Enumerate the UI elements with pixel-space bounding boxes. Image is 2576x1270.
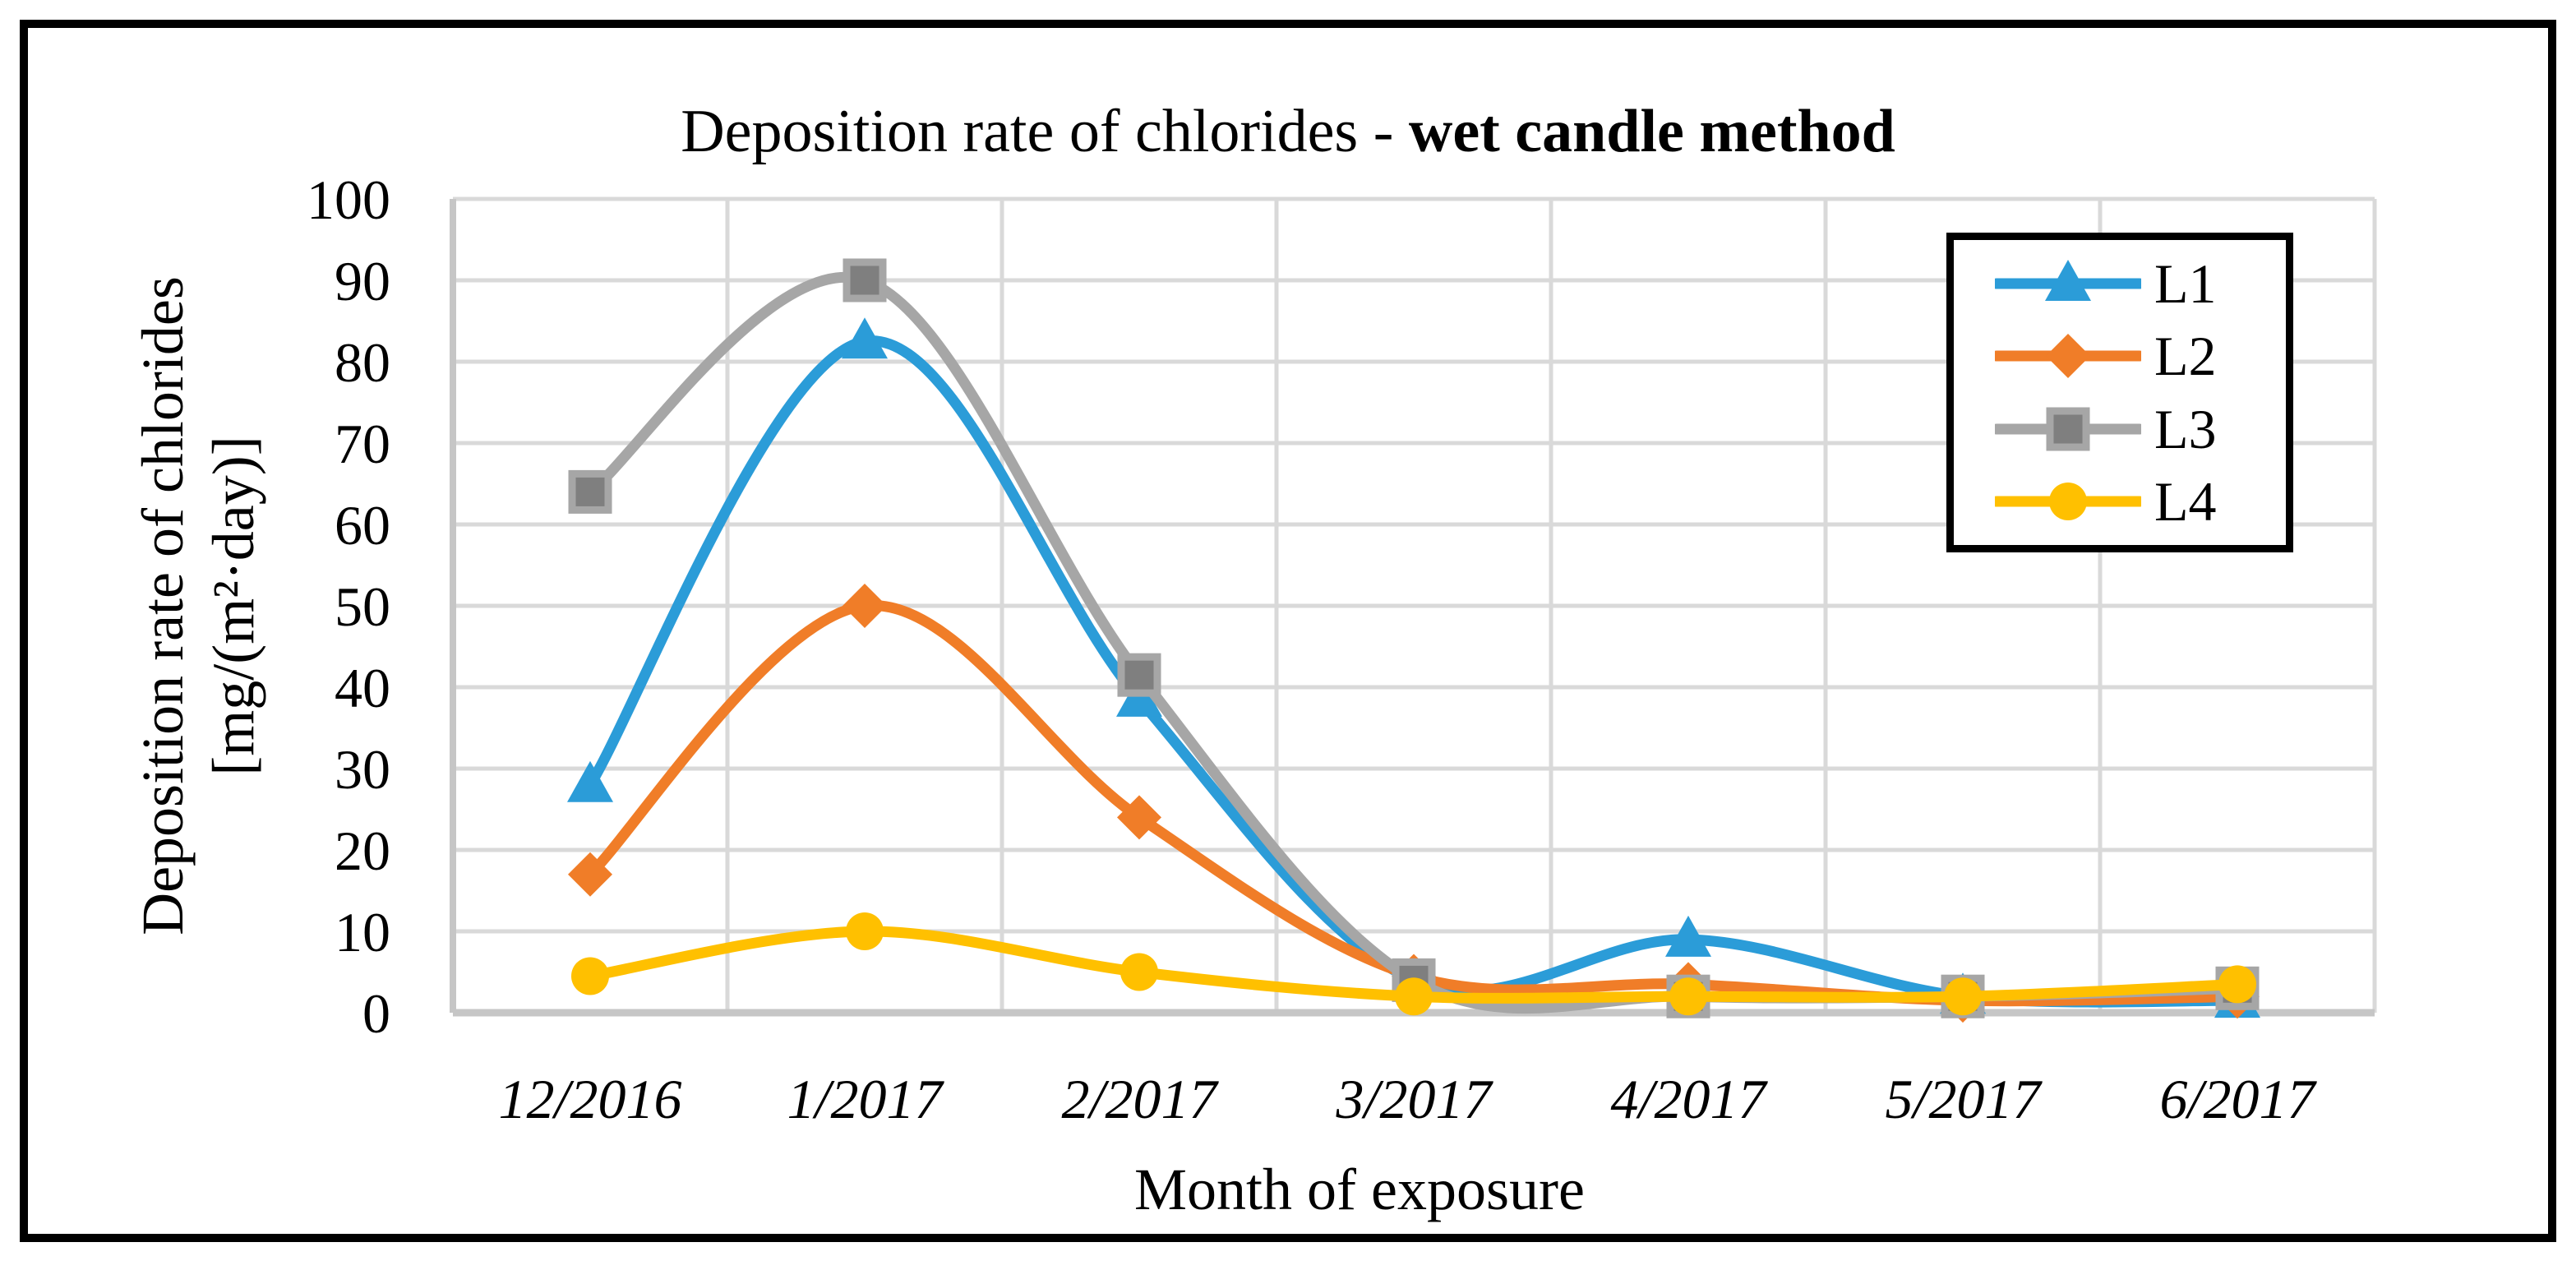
- x-tick-label: 6/2017: [2160, 1068, 2318, 1130]
- series-L4: [571, 912, 2256, 1016]
- legend-item-L4: L4: [1995, 472, 2286, 531]
- y-tick-label: 100: [307, 169, 390, 231]
- chart-title-regular: Deposition rate of chlorides -: [681, 98, 1409, 165]
- figure-border: [20, 20, 2556, 1242]
- marker-diamond: [1117, 795, 1161, 840]
- legend-item-L3: L3: [1995, 399, 2286, 459]
- marker-square: [2046, 407, 2090, 451]
- series-L2: [568, 584, 2260, 1023]
- marker-square: [843, 258, 887, 302]
- y-tick-label: 50: [335, 575, 390, 638]
- marker-triangle: [842, 317, 888, 359]
- chart-title: Deposition rate of chlorides - wet candl…: [0, 97, 2576, 167]
- marker-diamond: [2046, 334, 2090, 379]
- marker-circle: [846, 912, 884, 950]
- legend-item-L1: L1: [1995, 254, 2286, 313]
- marker-circle: [1669, 977, 1707, 1016]
- legend-label: L3: [2154, 397, 2217, 460]
- x-tick-label: 5/2017: [1886, 1068, 2043, 1130]
- x-tick-label: 12/2016: [499, 1068, 682, 1130]
- chart-title-bold: wet candle method: [1408, 98, 1895, 165]
- y-tick-label: 70: [335, 413, 390, 475]
- x-tick-label: 1/2017: [787, 1068, 945, 1130]
- legend-marker-circle-icon: [1995, 483, 2141, 521]
- legend-marker-square-icon: [1995, 407, 2141, 451]
- y-tick-label: 40: [335, 657, 390, 719]
- y-tick-label: 20: [335, 820, 390, 882]
- y-tick-label: 90: [335, 250, 390, 312]
- marker-diamond: [843, 584, 887, 628]
- y-tick-label: 10: [335, 901, 390, 963]
- marker-circle: [571, 957, 609, 995]
- marker-circle: [1120, 953, 1158, 991]
- marker-diamond: [568, 852, 612, 897]
- legend-label: L1: [2154, 252, 2217, 315]
- legend: L1 L2 L3 L4: [1946, 233, 2293, 552]
- y-tick-label: 30: [335, 738, 390, 801]
- y-tick-label: 60: [335, 494, 390, 556]
- legend-marker-triangle-icon: [1995, 259, 2141, 301]
- marker-triangle: [1665, 915, 1711, 957]
- x-tick-label: 3/2017: [1336, 1068, 1494, 1130]
- marker-circle: [2218, 965, 2256, 1004]
- y-tick-label: 80: [335, 331, 390, 394]
- series-line-L1: [584, 335, 2243, 1008]
- x-tick-label: 2/2017: [1062, 1068, 1220, 1130]
- series-line-L2: [584, 600, 2243, 1007]
- legend-label: L2: [2154, 325, 2217, 388]
- marker-square: [1117, 653, 1161, 697]
- marker-circle: [2049, 483, 2087, 521]
- marker-triangle: [2045, 259, 2091, 301]
- marker-circle: [1944, 977, 1982, 1016]
- legend-label: L4: [2154, 470, 2217, 533]
- legend-marker-diamond-icon: [1995, 334, 2141, 379]
- legend-item-L2: L2: [1995, 326, 2286, 386]
- marker-square: [568, 469, 612, 514]
- x-tick-label: 4/2017: [1611, 1068, 1769, 1130]
- marker-triangle: [567, 760, 613, 802]
- x-axis-title: Month of exposure: [1134, 1157, 1585, 1222]
- marker-circle: [1395, 977, 1433, 1016]
- y-tick-label: 0: [362, 982, 390, 1045]
